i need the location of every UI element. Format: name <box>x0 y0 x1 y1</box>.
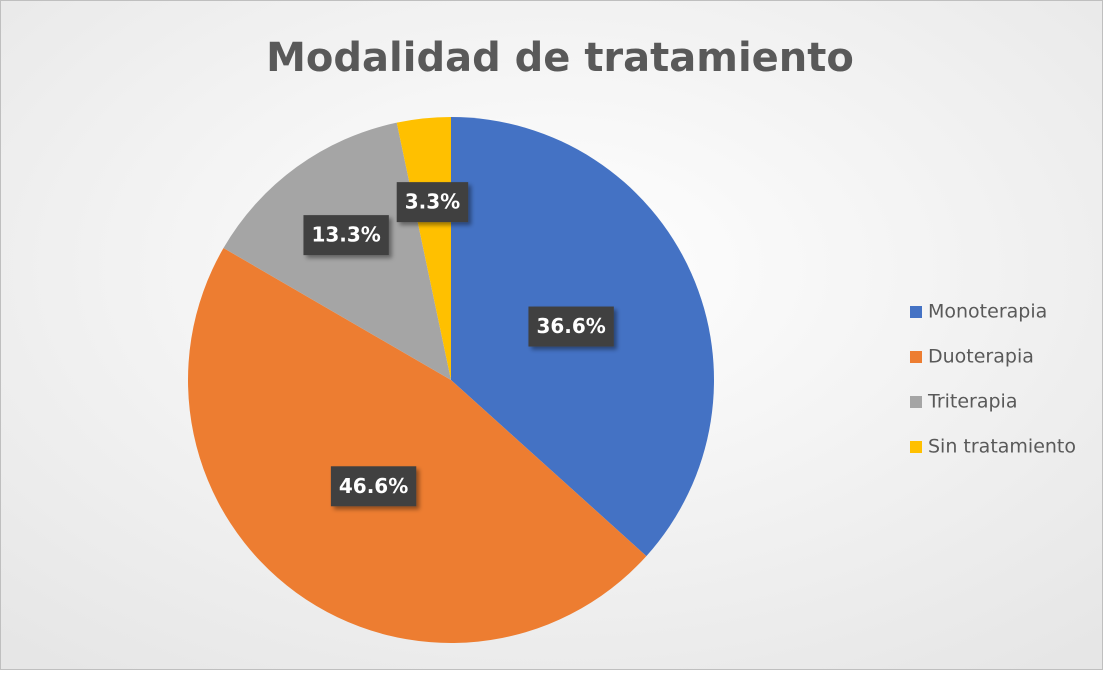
data-label-box: 36.6% <box>528 306 614 347</box>
legend-swatch <box>910 306 922 318</box>
legend-label: Sin tratamiento <box>928 436 1076 458</box>
data-label-box: 46.6% <box>330 466 417 507</box>
data-label-background <box>528 306 614 347</box>
legend-swatch <box>910 441 922 453</box>
legend-swatch <box>910 351 922 363</box>
legend-swatch <box>910 396 922 408</box>
data-label: 46.6% <box>339 474 408 498</box>
legend-label: Duoterapia <box>928 346 1034 368</box>
data-label-background <box>303 215 389 256</box>
pie-slice <box>188 248 647 643</box>
data-label: 13.3% <box>311 223 380 247</box>
legend-label: Monoterapia <box>928 301 1047 323</box>
data-label: 36.6% <box>536 314 605 338</box>
chart-title: Modalidad de tratamiento <box>266 35 854 81</box>
data-label-background <box>330 466 417 507</box>
data-label-box: 13.3% <box>303 215 389 256</box>
data-label-background <box>396 182 469 223</box>
data-label-box: 3.3% <box>396 182 469 223</box>
data-label: 3.3% <box>405 190 460 214</box>
legend-label: Triterapia <box>927 391 1017 413</box>
